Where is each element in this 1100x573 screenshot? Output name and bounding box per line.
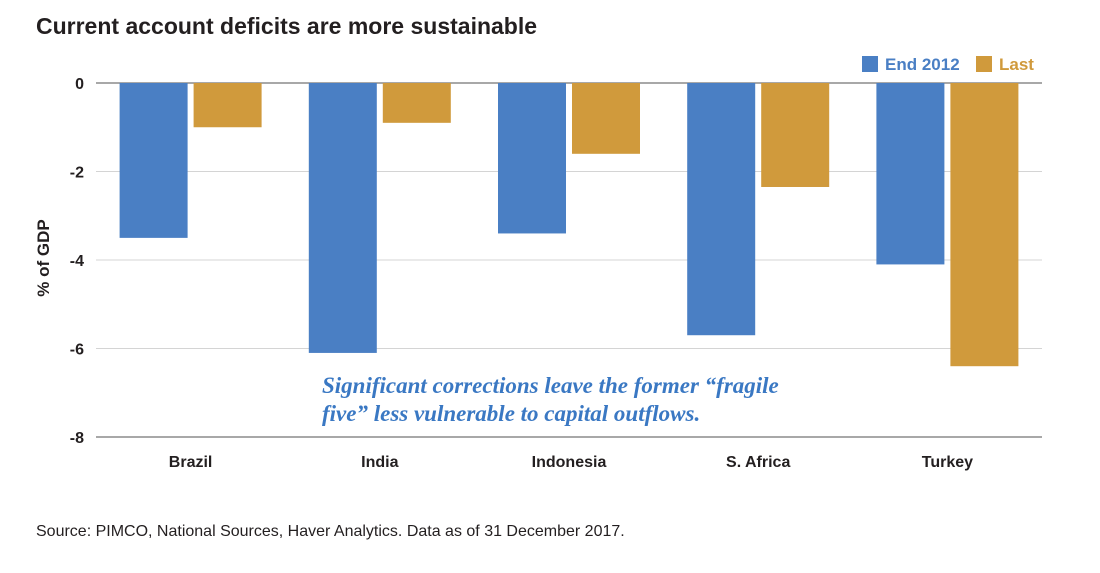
- legend: End 2012 Last: [862, 55, 1034, 74]
- y-tick-label: -6: [70, 342, 84, 359]
- legend-label: End 2012: [885, 55, 960, 74]
- x-tick-labels: Brazil India Indonesia S. Africa Turkey: [169, 454, 973, 471]
- bar-end-2012-indonesia: [498, 83, 566, 234]
- x-tick-label: Indonesia: [532, 454, 607, 471]
- legend-label: Last: [999, 55, 1034, 74]
- bar-last-india: [382, 83, 451, 123]
- bar-end-2012-s-africa: [687, 83, 756, 336]
- bar-last-brazil: [193, 83, 262, 128]
- x-tick-label: Brazil: [169, 454, 213, 471]
- bar-last-indonesia: [572, 83, 640, 154]
- bar-end-2012-brazil: [119, 83, 188, 238]
- legend-swatch: [862, 56, 878, 72]
- y-tick-labels: 0 -2 -4 -6 -8: [70, 76, 84, 447]
- bar-last-turkey: [950, 83, 1019, 367]
- bar-end-2012-india: [308, 83, 377, 353]
- y-tick-label: -2: [70, 165, 84, 182]
- y-tick-label: -8: [70, 430, 84, 447]
- y-axis-label: % of GDP: [34, 219, 53, 296]
- y-tick-label: -4: [70, 253, 84, 270]
- legend-swatch: [976, 56, 992, 72]
- annotation: Significant corrections leave the former…: [322, 373, 779, 426]
- source-note: Source: PIMCO, National Sources, Haver A…: [36, 523, 625, 540]
- annotation-line-1: Significant corrections leave the former…: [322, 373, 779, 398]
- x-tick-label: Turkey: [922, 454, 973, 471]
- y-tick-label: 0: [75, 76, 84, 93]
- bar-end-2012-turkey: [876, 83, 945, 265]
- bars: [119, 83, 1019, 367]
- x-tick-label: India: [361, 454, 398, 471]
- chart-title: Current account deficits are more sustai…: [36, 13, 538, 39]
- bar-last-s-africa: [761, 83, 830, 187]
- x-tick-label: S. Africa: [726, 454, 790, 471]
- annotation-line-2: five” less vulnerable to capital outflow…: [322, 401, 700, 426]
